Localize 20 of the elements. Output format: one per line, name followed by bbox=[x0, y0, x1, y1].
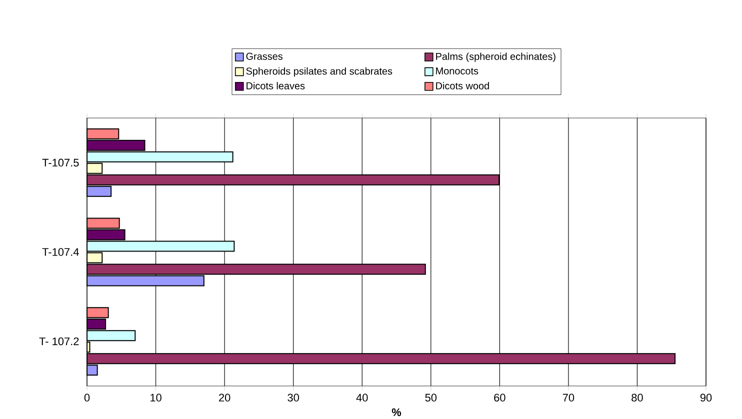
x-tick-label: 60 bbox=[494, 394, 506, 402]
x-tick-label: 20 bbox=[219, 394, 230, 402]
x-tick-label: 0 bbox=[84, 394, 90, 402]
x-tick-label: 30 bbox=[288, 394, 299, 402]
legend-label: Spheroids psilates and scabrates bbox=[246, 67, 392, 76]
legend-label: Dicots wood bbox=[436, 82, 489, 90]
legend-label: Monocots bbox=[436, 67, 478, 74]
y-tick-label: T-107.4 bbox=[42, 248, 79, 256]
x-axis-title: % bbox=[392, 408, 402, 416]
x-tick-label: 70 bbox=[562, 394, 574, 402]
x-tick-label: 10 bbox=[150, 394, 162, 402]
legend-label: Palms (spheroid echinates) bbox=[436, 52, 556, 62]
legend-label: Dicots leaves bbox=[246, 82, 305, 90]
x-tick-label: 40 bbox=[356, 394, 368, 402]
y-tick-label: T-107.5 bbox=[42, 158, 79, 166]
x-tick-label: 50 bbox=[425, 394, 437, 402]
x-tick-label: 80 bbox=[632, 394, 643, 402]
x-tick-label: 90 bbox=[700, 394, 712, 402]
legend-label: Grasses bbox=[246, 52, 283, 60]
y-tick-label: T- 107.2 bbox=[39, 337, 79, 346]
